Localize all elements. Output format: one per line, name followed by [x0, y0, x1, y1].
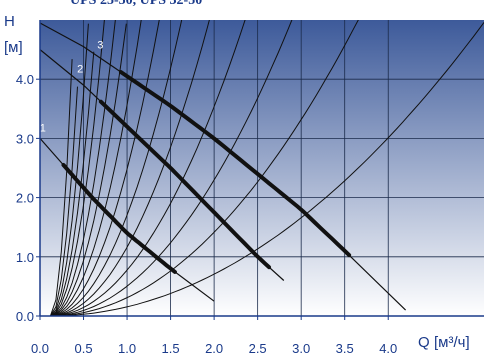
- plot-area: [40, 20, 484, 316]
- system-curve: [50, 20, 183, 316]
- system-curve: [50, 20, 293, 316]
- x-tick-labels: 0.0 0.5 1.0 1.5 2.0 2.5 3.0 3.5 4.0: [31, 341, 397, 356]
- x-tick-label: 0.0: [31, 341, 49, 356]
- speed-curve-label: 1: [40, 122, 46, 134]
- x-tick-label: 3.5: [336, 341, 354, 356]
- x-tick-label: 4.0: [379, 341, 397, 356]
- system-curve: [49, 86, 78, 316]
- chart-title: UPS 25-50, UPS 32-50: [70, 0, 202, 8]
- speed-curve-label: 2: [77, 64, 83, 76]
- y-tick-label: 3.0: [16, 131, 34, 146]
- system-curve: [50, 20, 359, 316]
- system-curve: [50, 20, 142, 316]
- speed-curve-2-operating-range: [98, 99, 271, 270]
- y-tick-label: 4.0: [16, 72, 34, 87]
- x-tick-label: 2.5: [249, 341, 267, 356]
- system-curve: [50, 23, 89, 316]
- x-axis-title: Q: [418, 334, 430, 351]
- system-curve: [50, 20, 105, 316]
- curve-labels: 1 2 3: [40, 39, 104, 134]
- speed-curve-label: 3: [97, 39, 103, 51]
- x-tick-label: 1.5: [162, 341, 180, 356]
- y-axis-unit: [м]: [4, 39, 23, 56]
- y-axis-title: H: [4, 13, 15, 30]
- system-curve: [50, 51, 95, 316]
- y-tick-labels: 0.0 1.0 2.0 3.0 4.0: [16, 72, 34, 324]
- speed-curve-3-operating-range: [119, 70, 352, 258]
- pump-speed-curves: [40, 22, 407, 311]
- y-tick-label: 0.0: [16, 309, 34, 324]
- system-curve: [50, 22, 484, 316]
- system-curve: [50, 20, 246, 316]
- speed-curve-1-operating-range: [61, 163, 177, 274]
- y-tick-label: 1.0: [16, 250, 34, 265]
- x-tick-label: 0.5: [74, 341, 92, 356]
- x-axis-unit: [м³/ч]: [434, 334, 470, 351]
- x-tick-label: 1.0: [118, 341, 136, 356]
- y-tick-label: 2.0: [16, 191, 34, 206]
- system-curve: [50, 20, 116, 316]
- x-tick-label: 3.0: [292, 341, 310, 356]
- x-tick-label: 2.0: [205, 341, 223, 356]
- system-curve: [49, 59, 73, 316]
